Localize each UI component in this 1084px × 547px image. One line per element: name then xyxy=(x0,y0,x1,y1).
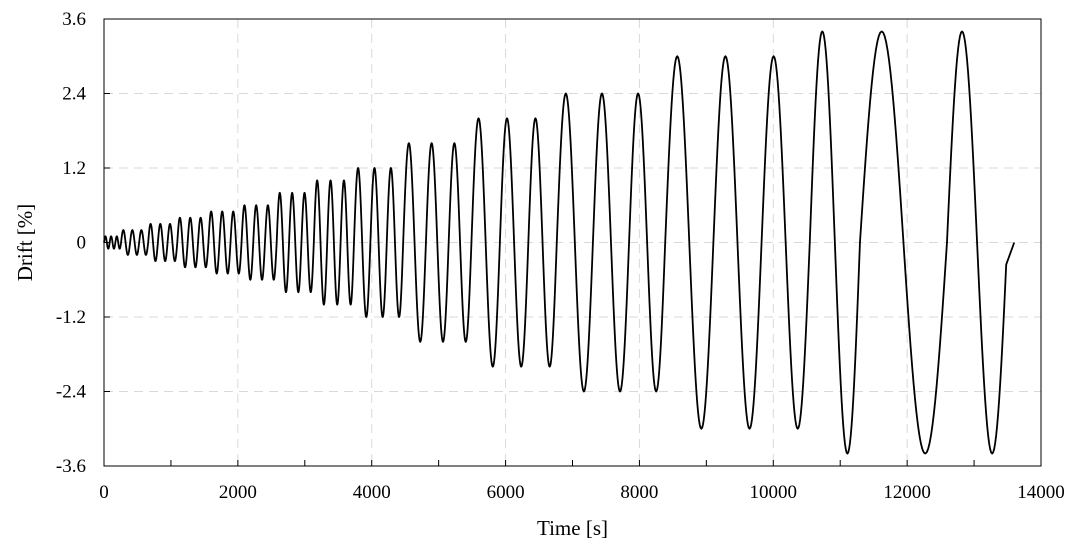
drift-series-line xyxy=(103,30,1016,455)
x-tick-label: 14000 xyxy=(1017,482,1065,503)
grid-lines xyxy=(104,19,1041,466)
y-axis-title: Drift [%] xyxy=(13,204,37,282)
y-tick-label: -3.6 xyxy=(56,456,86,477)
y-tick-label: -2.4 xyxy=(56,382,87,403)
y-tick-label: 3.6 xyxy=(62,9,86,30)
y-tick-label: 1.2 xyxy=(62,158,86,179)
y-tick-label: 0 xyxy=(77,233,87,254)
x-tick-label: 4000 xyxy=(353,482,391,503)
x-tick-label: 10000 xyxy=(750,482,798,503)
x-tick-label: 6000 xyxy=(487,482,525,503)
x-axis-tick-labels: 0 2000 4000 6000 8000 10000 12000 14000 xyxy=(99,482,1065,503)
x-tick-label: 0 xyxy=(99,482,109,503)
x-axis-title: Time [s] xyxy=(537,516,608,540)
y-tick-label: -1.2 xyxy=(56,307,86,328)
axis-ticks xyxy=(103,18,1042,467)
x-tick-label: 8000 xyxy=(620,482,658,503)
y-axis-tick-labels: -3.6 -2.4 -1.2 0 1.2 2.4 3.6 xyxy=(56,9,87,477)
x-tick-label: 12000 xyxy=(883,482,931,503)
x-tick-label: 2000 xyxy=(219,482,257,503)
y-tick-label: 2.4 xyxy=(62,84,86,105)
